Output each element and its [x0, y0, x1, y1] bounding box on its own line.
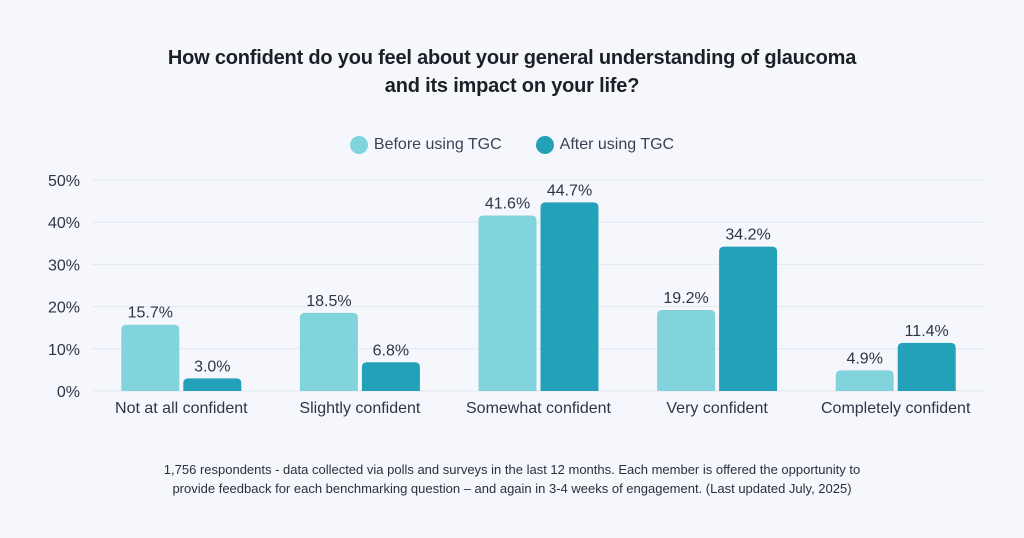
chart-title: How confident do you feel about your gen… — [0, 44, 1024, 100]
data-label: 19.2% — [663, 290, 708, 307]
bar-before — [299, 312, 358, 391]
legend-item-before[interactable]: Before using TGC — [349, 136, 502, 154]
legend-label-before: Before using TGC — [373, 136, 502, 153]
bar-after — [183, 378, 242, 391]
x-tick-label: Slightly confident — [299, 400, 421, 417]
data-label: 4.9% — [846, 350, 882, 367]
bar-after — [540, 202, 599, 391]
legend-swatch-after — [535, 136, 554, 154]
data-label: 3.0% — [194, 358, 230, 375]
data-label: 18.5% — [306, 293, 351, 310]
y-tick-label: 10% — [48, 342, 80, 359]
x-tick-label: Completely confident — [821, 400, 971, 417]
bar-after — [361, 362, 420, 391]
footnote: 1,756 respondents - data collected via p… — [0, 460, 1024, 498]
data-label: 41.6% — [485, 195, 530, 212]
x-tick-label: Very confident — [666, 400, 768, 417]
legend-swatch-before — [349, 136, 368, 154]
y-tick-label: 40% — [48, 215, 80, 232]
y-tick-label: 0% — [57, 384, 80, 401]
bar-after — [719, 246, 778, 391]
bar-before — [835, 370, 894, 391]
bar-before — [121, 324, 180, 391]
data-label: 15.7% — [128, 305, 173, 322]
bar-after — [897, 342, 956, 391]
footnote-line-2: provide feedback for each benchmarking q… — [172, 481, 852, 496]
chart-title-line-1: How confident do you feel about your gen… — [167, 47, 857, 69]
legend-label-after: After using TGC — [559, 136, 675, 153]
legend: Before using TGC After using TGC — [0, 136, 1024, 154]
chart-title-line-2: and its impact on your life? — [384, 75, 640, 97]
data-label: 11.4% — [905, 323, 949, 340]
y-tick-label: 50% — [48, 173, 80, 190]
bar-before — [657, 309, 716, 391]
footnote-line-1: 1,756 respondents - data collected via p… — [163, 462, 861, 477]
bar-before — [478, 215, 537, 391]
legend-item-after[interactable]: After using TGC — [535, 136, 675, 154]
y-tick-label: 30% — [48, 257, 80, 274]
data-label: 34.2% — [725, 227, 770, 244]
data-label: 44.7% — [547, 182, 592, 199]
x-tick-label: Somewhat confident — [466, 400, 612, 417]
y-tick-label: 20% — [48, 300, 80, 317]
data-label: 6.8% — [373, 342, 409, 359]
x-tick-label: Not at all confident — [115, 400, 248, 417]
